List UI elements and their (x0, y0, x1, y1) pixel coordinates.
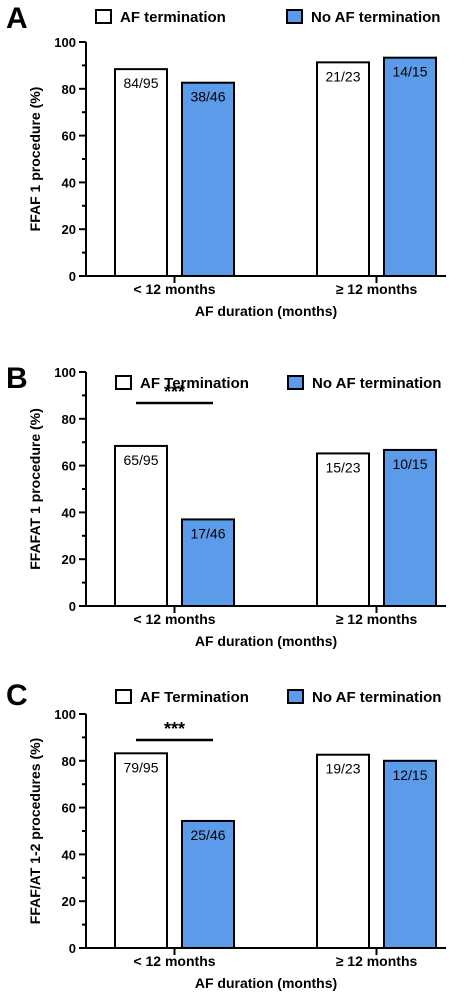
legend-swatch (115, 375, 132, 390)
y-tick-label: 40 (62, 505, 76, 520)
y-tick-label: 0 (69, 269, 76, 284)
panel-letter: A (6, 2, 28, 35)
y-tick-label: 100 (54, 35, 76, 50)
legend-label: AF Termination (140, 689, 249, 706)
bar-value-label: 21/23 (325, 68, 360, 84)
bar-value-label: 25/46 (190, 827, 225, 843)
y-tick-label: 40 (62, 175, 76, 190)
legend-label: No AF termination (311, 9, 440, 26)
bar-value-label: 84/95 (123, 75, 158, 91)
bar (383, 56, 437, 278)
y-tick-label: 60 (62, 801, 76, 816)
bar (114, 752, 168, 950)
x-tick-label: < 12 months (133, 611, 215, 627)
bar-value-label: 12/15 (392, 767, 427, 783)
y-axis-label: FFAF/AT 1-2 procedures (%) (27, 738, 43, 924)
legend-label: No AF termination (312, 375, 441, 392)
bar (316, 753, 370, 949)
significance-marker: *** (164, 719, 185, 739)
legend-label: AF Termination (140, 375, 249, 392)
legend-swatch (287, 689, 304, 704)
x-tick-label: < 12 months (133, 281, 215, 297)
bar (181, 518, 235, 607)
x-axis-label: AF duration (months) (195, 975, 337, 991)
bar-value-label: 79/95 (123, 759, 158, 775)
y-tick-label: 0 (69, 941, 76, 956)
y-tick-label: 60 (62, 129, 76, 144)
bar (181, 81, 235, 277)
significance-marker: *** (164, 382, 185, 402)
bar-value-label: 10/15 (392, 456, 427, 472)
legend-swatch (115, 689, 132, 704)
y-tick-label: 60 (62, 459, 76, 474)
bar (114, 444, 168, 607)
x-axis-label: AF duration (months) (195, 303, 337, 319)
y-tick-label: 40 (62, 847, 76, 862)
bar (383, 759, 437, 949)
bar (181, 819, 235, 949)
legend-swatch (287, 375, 304, 390)
x-tick-label: ≥ 12 months (336, 611, 418, 627)
legend-label: AF termination (120, 9, 226, 26)
bar (114, 68, 168, 277)
y-tick-label: 20 (62, 894, 76, 909)
y-tick-label: 0 (69, 599, 76, 614)
x-tick-label: ≥ 12 months (336, 953, 418, 969)
x-axis-label: AF duration (months) (195, 633, 337, 649)
bar-value-label: 38/46 (190, 89, 225, 105)
bar-value-label: 15/23 (325, 459, 360, 475)
y-tick-label: 100 (54, 707, 76, 722)
panel-letter: B (6, 362, 28, 395)
bar-value-label: 65/95 (123, 452, 158, 468)
x-tick-label: < 12 months (133, 953, 215, 969)
bar (316, 452, 370, 607)
y-axis-label: FFAF 1 procedure (%) (27, 87, 43, 232)
bar (383, 448, 437, 607)
y-tick-label: 20 (62, 552, 76, 567)
bar (316, 61, 370, 277)
bar-value-label: 17/46 (190, 525, 225, 541)
y-tick-label: 100 (54, 365, 76, 380)
bar-value-label: 19/23 (325, 761, 360, 777)
x-tick-label: ≥ 12 months (336, 281, 418, 297)
y-axis-label: FFAFAT 1 procedure (%) (27, 408, 43, 570)
y-tick-label: 80 (62, 754, 76, 769)
legend-label: No AF termination (312, 689, 441, 706)
legend-swatch (95, 9, 112, 24)
y-tick-label: 80 (62, 412, 76, 427)
panel-letter: C (6, 679, 28, 712)
y-tick-label: 20 (62, 222, 76, 237)
y-tick-label: 80 (62, 82, 76, 97)
bar-value-label: 14/15 (392, 64, 427, 80)
legend-swatch (286, 9, 303, 24)
